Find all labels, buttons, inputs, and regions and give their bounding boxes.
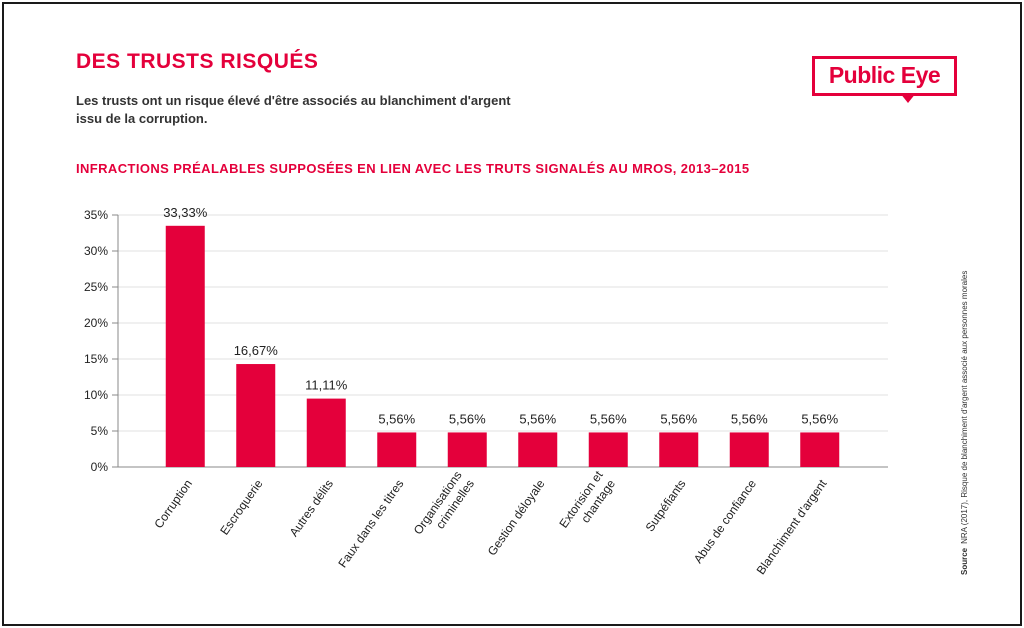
y-tick-label: 5% [91,424,109,438]
y-tick-label: 15% [84,352,108,366]
x-tick-label-line: Gestion déloyale [485,477,548,559]
data-label: 5,56% [449,411,486,426]
y-tick-label: 35% [84,208,108,222]
subtitle-line-1: Les trusts ont un risque élevé d'être as… [76,93,511,108]
x-tick-label-line: Abus de confiance [691,477,759,566]
x-tick-label: Abus de confiance [691,477,759,566]
data-label: 5,56% [801,411,838,426]
x-tick-label-line: Sutpéfiants [643,477,689,534]
y-tick-label: 10% [84,388,108,402]
x-tick-label-line: Faux dans les titres [335,477,406,570]
bar [729,432,769,467]
logo-tail-icon [900,93,916,103]
bar [306,398,346,467]
bar [377,432,417,467]
bar [447,432,487,467]
x-tick-label-line: Blanchiment d'argent [754,476,830,577]
x-tick-label: Autres délits [287,477,336,539]
x-tick-label: Escroquerie [217,477,265,538]
bar [588,432,628,467]
data-label: 11,11% [305,378,348,393]
page-subtitle: Les trusts ont un risque élevé d'être as… [76,92,536,128]
public-eye-logo: Public Eye [812,56,957,96]
x-tick-label-line: Escroquerie [217,477,265,538]
x-tick-label-line: Autres délits [287,477,336,539]
bar [659,432,699,467]
bar [518,432,558,467]
y-tick-label: 0% [91,460,109,474]
x-tick-label: Gestion déloyale [485,477,548,559]
x-tick-label: Blanchiment d'argent [754,476,830,577]
data-label: 5,56% [378,411,415,426]
chart-title: INFRACTIONS PRÉALABLES SUPPOSÉES EN LIEN… [76,161,750,176]
logo-text: Public Eye [828,62,941,88]
data-label: 5,56% [519,411,556,426]
bar [800,432,840,467]
bar [165,225,205,467]
subtitle-line-2: issu de la corruption. [76,111,208,126]
data-label: 5,56% [590,411,627,426]
data-label: 33,33% [163,205,208,220]
bar [236,364,276,467]
x-tick-label: Sutpéfiants [643,477,689,534]
x-tick-label: Faux dans les titres [335,477,406,570]
y-tick-label: 30% [84,244,108,258]
x-tick-label: Corruption [151,477,195,531]
y-tick-label: 25% [84,280,108,294]
y-tick-label: 20% [84,316,108,330]
data-label: 5,56% [731,411,768,426]
data-label: 5,56% [660,411,697,426]
x-tick-label-line: Corruption [151,477,195,531]
page-title: DES TRUSTS RISQUÉS [76,50,319,73]
data-label: 16,67% [234,343,279,358]
